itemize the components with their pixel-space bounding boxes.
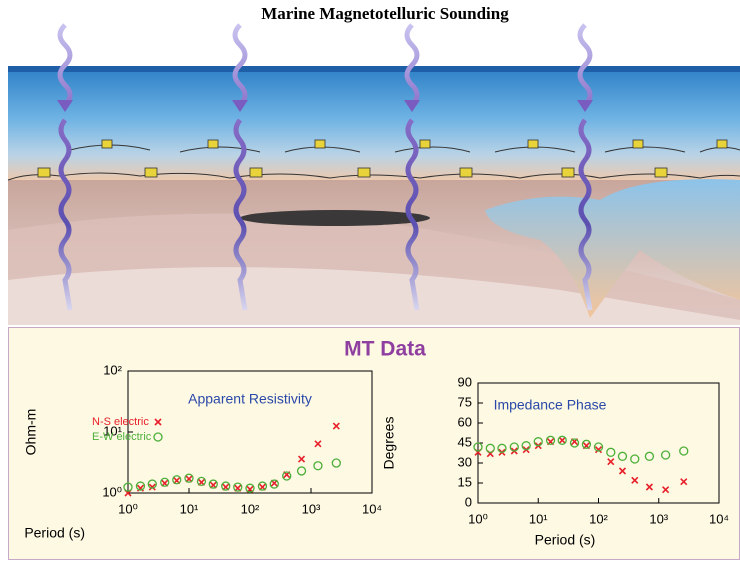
x-tick-label: 10² — [589, 511, 608, 526]
y-tick-label: 60 — [458, 414, 472, 429]
illustration — [8, 25, 740, 325]
y-tick-label: 10² — [103, 362, 122, 377]
title: Marine Magnetotelluric Sounding — [261, 4, 509, 23]
y-tick-label: 30 — [458, 454, 472, 469]
panel-title: MT Data — [344, 338, 426, 361]
y-tick-label: 10⁰ — [102, 484, 122, 499]
y-tick-label: 75 — [458, 394, 472, 409]
x-tick-label: 10³ — [649, 511, 668, 526]
x-tick-label: 10⁰ — [468, 511, 488, 526]
legend-label: E-W electric — [92, 431, 152, 443]
x-tick-label: 10¹ — [180, 501, 199, 516]
y-tick-label: 45 — [458, 434, 472, 449]
x-tick-label: 10⁰ — [118, 501, 138, 516]
y-axis-label: Degrees — [381, 417, 397, 470]
x-tick-label: 10¹ — [529, 511, 548, 526]
y-tick-label: 0 — [465, 494, 472, 509]
x-axis-label: Period (s) — [535, 532, 596, 548]
y-tick-label: 15 — [458, 474, 472, 489]
x-tick-label: 10³ — [302, 501, 321, 516]
chart-title: Impedance Phase — [494, 397, 607, 413]
y-tick-label: 90 — [458, 374, 472, 389]
x-tick-label: 10⁴ — [362, 501, 382, 516]
legend-label: N-S electric — [92, 416, 149, 428]
chart-title: Apparent Resistivity — [188, 391, 312, 407]
x-tick-label: 10⁴ — [709, 511, 729, 526]
x-tick-label: 10² — [241, 501, 260, 516]
y-axis-label: Ohm-m — [23, 409, 39, 456]
x-axis-label: Period (s) — [24, 525, 85, 541]
page: Marine Magnetotelluric Sounding MT Data … — [0, 0, 740, 561]
